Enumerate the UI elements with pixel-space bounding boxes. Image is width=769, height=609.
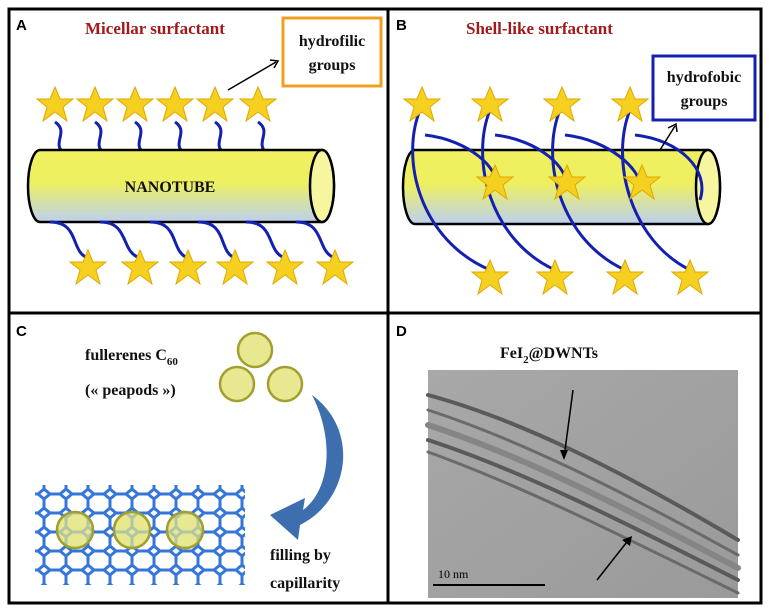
process-text: filling by <box>270 547 331 564</box>
panel-label: B <box>396 17 407 34</box>
text: FeI <box>500 345 523 362</box>
chains <box>49 220 336 260</box>
callout-text: hydrofilic <box>299 33 365 50</box>
panel-b: B Shell-like surfactant hydrofobic group… <box>396 17 757 295</box>
arrow-head <box>622 536 632 546</box>
nickname: (« peapods ») <box>85 382 176 399</box>
arrow <box>659 125 676 151</box>
panel-title: Micellar surfactant <box>85 19 225 38</box>
encapsulated-fullerenes <box>55 510 205 550</box>
callout-text: groups <box>309 57 356 74</box>
subscript: 60 <box>167 356 179 368</box>
tem-image <box>428 370 738 598</box>
tube-end <box>694 148 722 226</box>
curved-arrow <box>270 395 344 540</box>
fullerenes-label: fullerenes C60 <box>85 347 178 368</box>
arrow <box>563 389 574 459</box>
arrow-head <box>269 59 280 69</box>
arrow <box>596 537 631 581</box>
process-text: capillarity <box>270 575 340 592</box>
subscript: 2 <box>523 354 529 366</box>
panel-label: A <box>16 17 27 34</box>
arrow-head <box>667 122 678 133</box>
tube-label: NANOTUBE <box>125 179 216 196</box>
tube-end <box>308 148 336 224</box>
panel-label: C <box>16 323 27 340</box>
frame <box>7 7 763 605</box>
panel-title: Shell-like surfactant <box>466 19 613 38</box>
callout-text: groups <box>681 93 728 110</box>
text: fullerenes C <box>85 347 167 364</box>
tube-walls <box>425 393 741 595</box>
callout-box <box>651 54 757 122</box>
scale-label: 10 nm <box>438 567 469 581</box>
panel-d: D FeI2@DWNTs 10 nm <box>396 323 741 598</box>
callout-text: hydrofobic <box>667 69 741 86</box>
arrow-head <box>560 450 568 460</box>
panel-c: C fullerenes C60 (« peapods ») filling b… <box>16 323 344 592</box>
panel-label: D <box>396 323 407 340</box>
panel-title: FeI2@DWNTs <box>500 345 598 366</box>
panel-a: A Micellar surfactant hydrofilic groups … <box>16 16 383 285</box>
callout-box <box>281 16 383 88</box>
arrow <box>227 61 277 91</box>
text: @DWNTs <box>529 345 598 362</box>
